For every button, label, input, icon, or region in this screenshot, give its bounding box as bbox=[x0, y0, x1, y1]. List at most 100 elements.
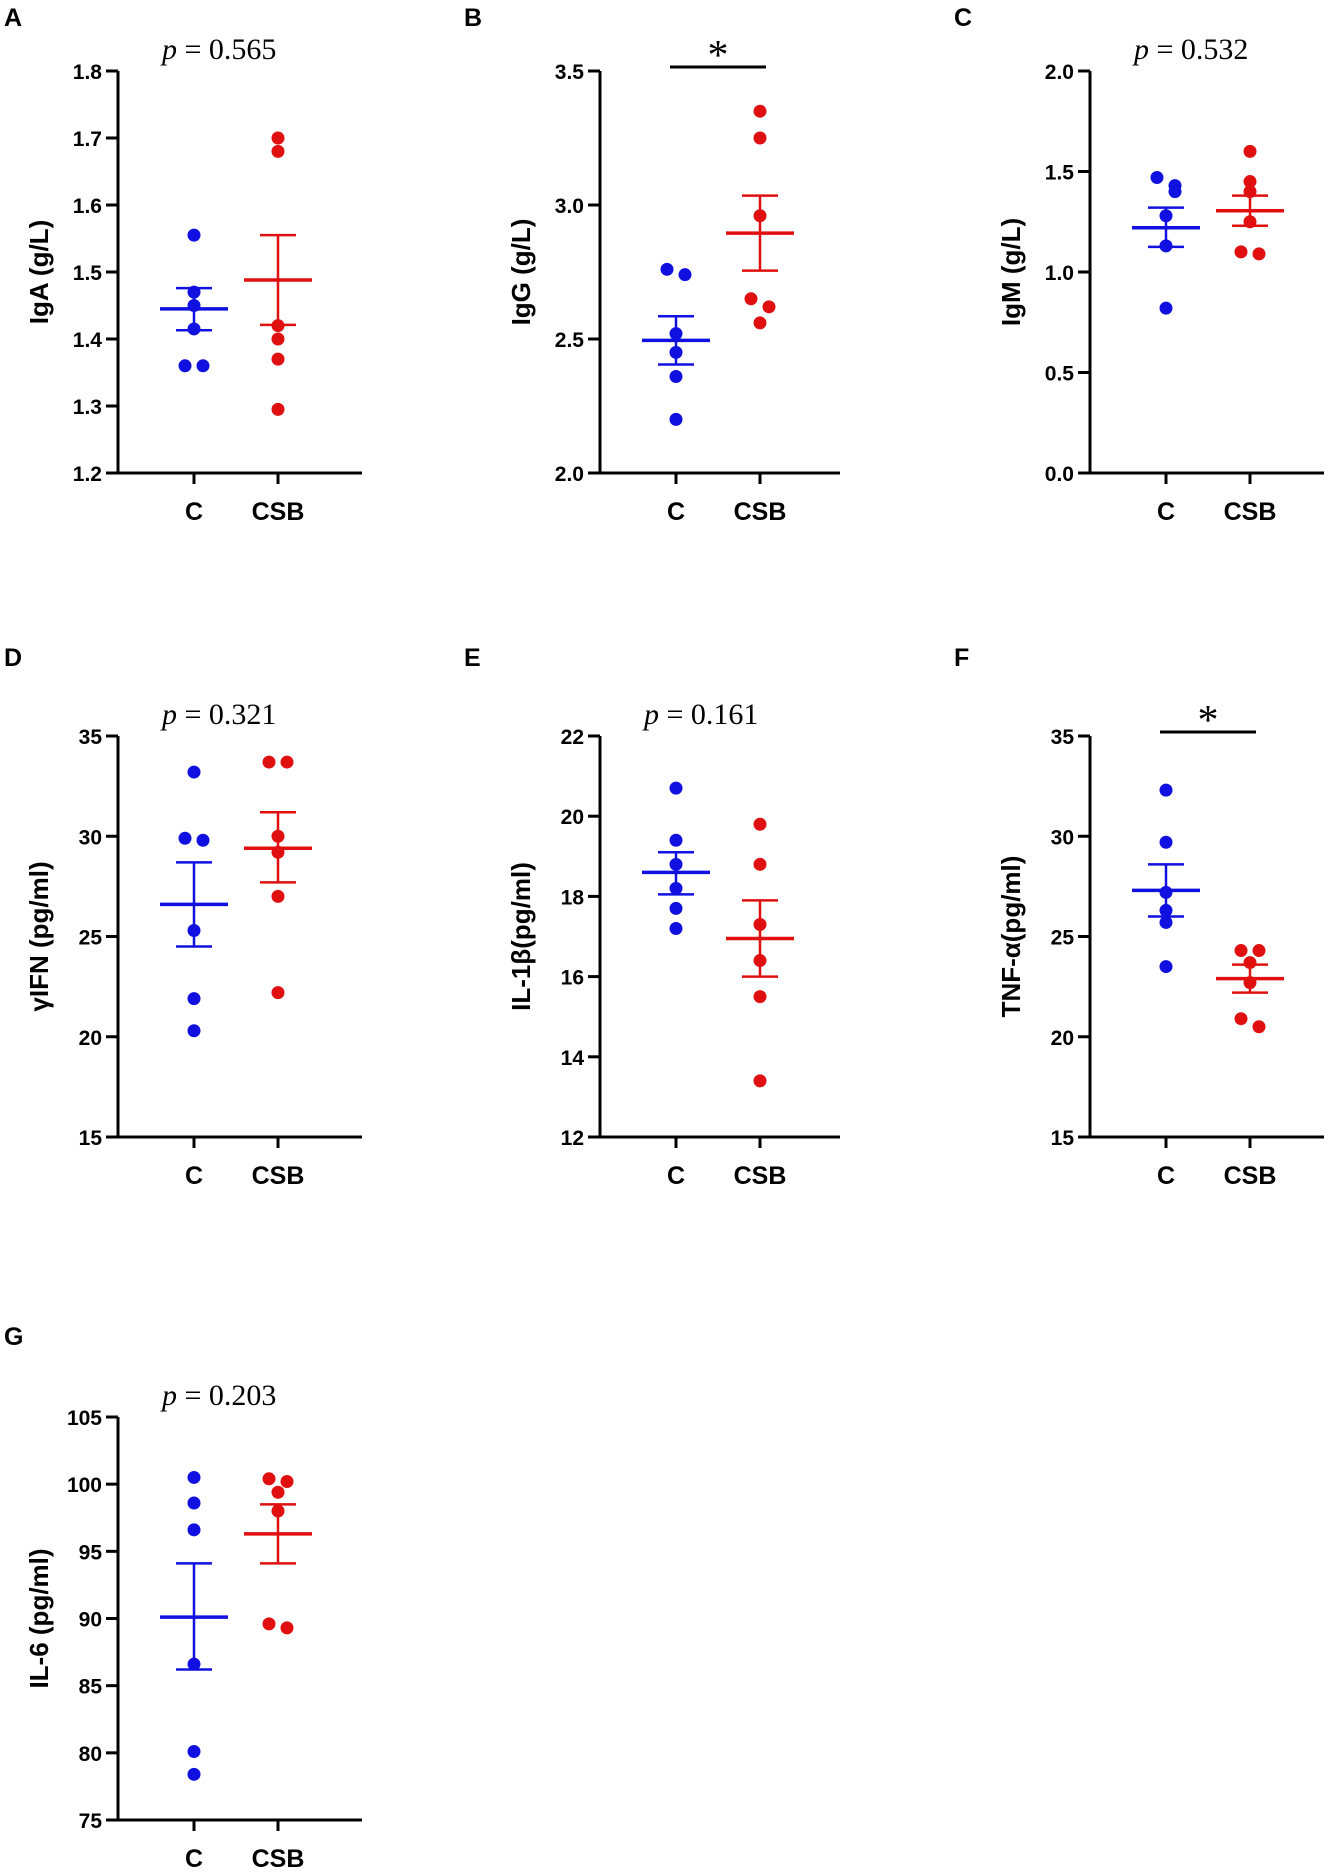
data-point bbox=[271, 131, 285, 145]
y-tick-label: 3.5 bbox=[555, 61, 585, 84]
p-symbol: p bbox=[160, 1379, 177, 1412]
data-point bbox=[753, 917, 767, 931]
p-equals: = bbox=[659, 698, 691, 731]
p-value-annotation: p = 0.565 bbox=[160, 33, 276, 66]
series-c bbox=[1132, 783, 1200, 974]
y-tick-label: 25 bbox=[79, 927, 103, 950]
y-tick-label: 35 bbox=[1051, 726, 1075, 749]
panel-b: B 2.0 2.5 3.0 3.5 C CSB IgG (g/L) * bbox=[464, 4, 840, 526]
y-tick-label: 2.0 bbox=[555, 463, 584, 486]
y-axis-title: IgM (g/L) bbox=[996, 218, 1026, 326]
y-tick-label: 18 bbox=[561, 886, 585, 909]
y-tick-label: 0.0 bbox=[1045, 463, 1074, 486]
y-tick-label: 1.6 bbox=[73, 195, 102, 218]
data-point bbox=[1243, 144, 1257, 158]
data-point bbox=[271, 986, 285, 1000]
y-tick-label: 1.5 bbox=[73, 262, 103, 285]
y-tick-label: 16 bbox=[561, 967, 584, 990]
data-point bbox=[1159, 885, 1173, 899]
data-point bbox=[187, 228, 201, 242]
data-point bbox=[669, 901, 683, 915]
data-point bbox=[187, 1657, 201, 1671]
data-point bbox=[1234, 245, 1248, 259]
data-point bbox=[753, 817, 767, 831]
data-point bbox=[669, 881, 683, 895]
series-csb bbox=[244, 755, 312, 1000]
data-point bbox=[753, 131, 767, 145]
data-point bbox=[678, 268, 692, 282]
y-tick-label: 30 bbox=[79, 826, 102, 849]
y-tick-label: 95 bbox=[79, 1541, 103, 1564]
series-csb bbox=[244, 131, 312, 416]
p-equals: = bbox=[177, 698, 209, 731]
data-point bbox=[1243, 185, 1257, 199]
panel-letter: B bbox=[464, 4, 482, 32]
data-point bbox=[669, 781, 683, 795]
y-tick-label: 20 bbox=[561, 806, 584, 829]
data-point bbox=[744, 292, 758, 306]
y-axis-title: γIFN (pg/ml) bbox=[24, 861, 54, 1011]
data-point bbox=[178, 359, 192, 373]
y-tick-label: 20 bbox=[79, 1027, 102, 1050]
data-point bbox=[262, 755, 276, 769]
data-point bbox=[271, 332, 285, 346]
x-category-label: CSB bbox=[1224, 498, 1277, 526]
x-category-label: CSB bbox=[734, 498, 787, 526]
panel-e: E 12 14 16 18 20 22 C CSB IL-1β(pg/ml) p = 0.161 bbox=[464, 644, 840, 1190]
p-value-number: 0.321 bbox=[209, 698, 277, 731]
y-tick-label: 14 bbox=[561, 1047, 585, 1070]
data-point bbox=[1243, 956, 1257, 970]
data-point bbox=[280, 1621, 294, 1635]
series-c bbox=[642, 781, 710, 935]
data-point bbox=[187, 285, 201, 299]
data-point bbox=[753, 316, 767, 330]
y-tick-label: 80 bbox=[79, 1743, 102, 1766]
data-point bbox=[1234, 1012, 1248, 1026]
y-tick-label: 90 bbox=[79, 1609, 102, 1632]
y-tick-label: 15 bbox=[79, 1127, 103, 1150]
data-point bbox=[1159, 783, 1173, 797]
data-point bbox=[1234, 944, 1248, 958]
data-point bbox=[1243, 175, 1257, 189]
p-value-annotation: p = 0.321 bbox=[160, 698, 276, 731]
y-tick-label: 15 bbox=[1051, 1127, 1075, 1150]
y-tick-label: 2.5 bbox=[555, 329, 585, 352]
data-point bbox=[187, 1496, 201, 1510]
p-symbol: p bbox=[1132, 33, 1149, 66]
panel-letter: C bbox=[954, 4, 972, 32]
panel-letter: F bbox=[954, 644, 969, 672]
data-point bbox=[1159, 209, 1173, 223]
y-axis-title: IgG (g/L) bbox=[506, 219, 536, 326]
x-category-label: CSB bbox=[252, 1162, 305, 1190]
data-point bbox=[187, 322, 201, 336]
series-csb bbox=[1216, 944, 1284, 1034]
data-point bbox=[187, 1767, 201, 1781]
x-category-label: CSB bbox=[734, 1162, 787, 1190]
p-value-annotation: p = 0.203 bbox=[160, 1379, 276, 1412]
x-category-label: CSB bbox=[1224, 1162, 1277, 1190]
data-point bbox=[1252, 944, 1266, 958]
panel-f: F 15 20 25 30 35 C CSB TNF-α(pg/ml) * bbox=[954, 644, 1324, 1190]
y-tick-label: 0.5 bbox=[1045, 363, 1075, 386]
x-category-label: C bbox=[1157, 498, 1175, 526]
data-point bbox=[262, 1617, 276, 1631]
data-point bbox=[753, 104, 767, 118]
y-tick-label: 25 bbox=[1051, 927, 1075, 950]
series-csb bbox=[1216, 144, 1284, 261]
p-symbol: p bbox=[160, 33, 177, 66]
data-point bbox=[262, 1472, 276, 1486]
data-point bbox=[1150, 171, 1164, 185]
data-point bbox=[187, 1470, 201, 1484]
data-point bbox=[280, 1474, 294, 1488]
y-tick-label: 1.5 bbox=[1045, 162, 1075, 185]
data-point bbox=[1243, 976, 1257, 990]
p-value-number: 0.203 bbox=[209, 1379, 277, 1412]
x-category-label: C bbox=[667, 1162, 685, 1190]
data-point bbox=[669, 370, 683, 384]
panel-c: C 0.0 0.5 1.0 1.5 2.0 C CSB IgM (g/L) p = 0.532 bbox=[954, 4, 1324, 526]
p-equals: = bbox=[177, 1379, 209, 1412]
data-point bbox=[1159, 835, 1173, 849]
data-point bbox=[669, 345, 683, 359]
panel-letter: G bbox=[4, 1323, 23, 1351]
